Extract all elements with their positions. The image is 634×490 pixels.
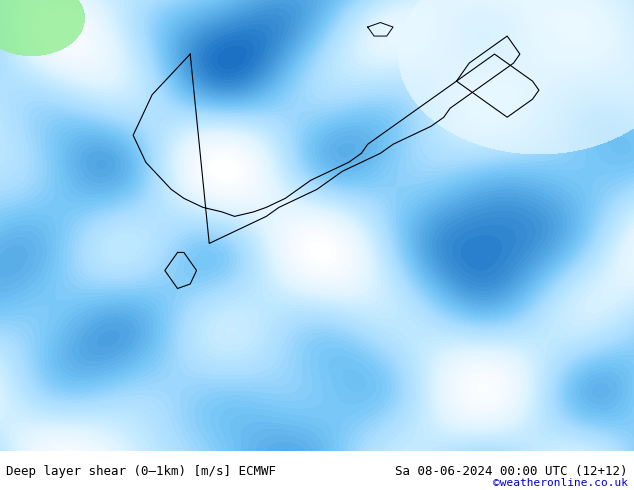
Text: Deep layer shear (0–1km) [m/s] ECMWF: Deep layer shear (0–1km) [m/s] ECMWF <box>6 465 276 478</box>
Text: ©weatheronline.co.uk: ©weatheronline.co.uk <box>493 478 628 488</box>
Text: Sa 08-06-2024 00:00 UTC (12+12): Sa 08-06-2024 00:00 UTC (12+12) <box>395 465 628 478</box>
